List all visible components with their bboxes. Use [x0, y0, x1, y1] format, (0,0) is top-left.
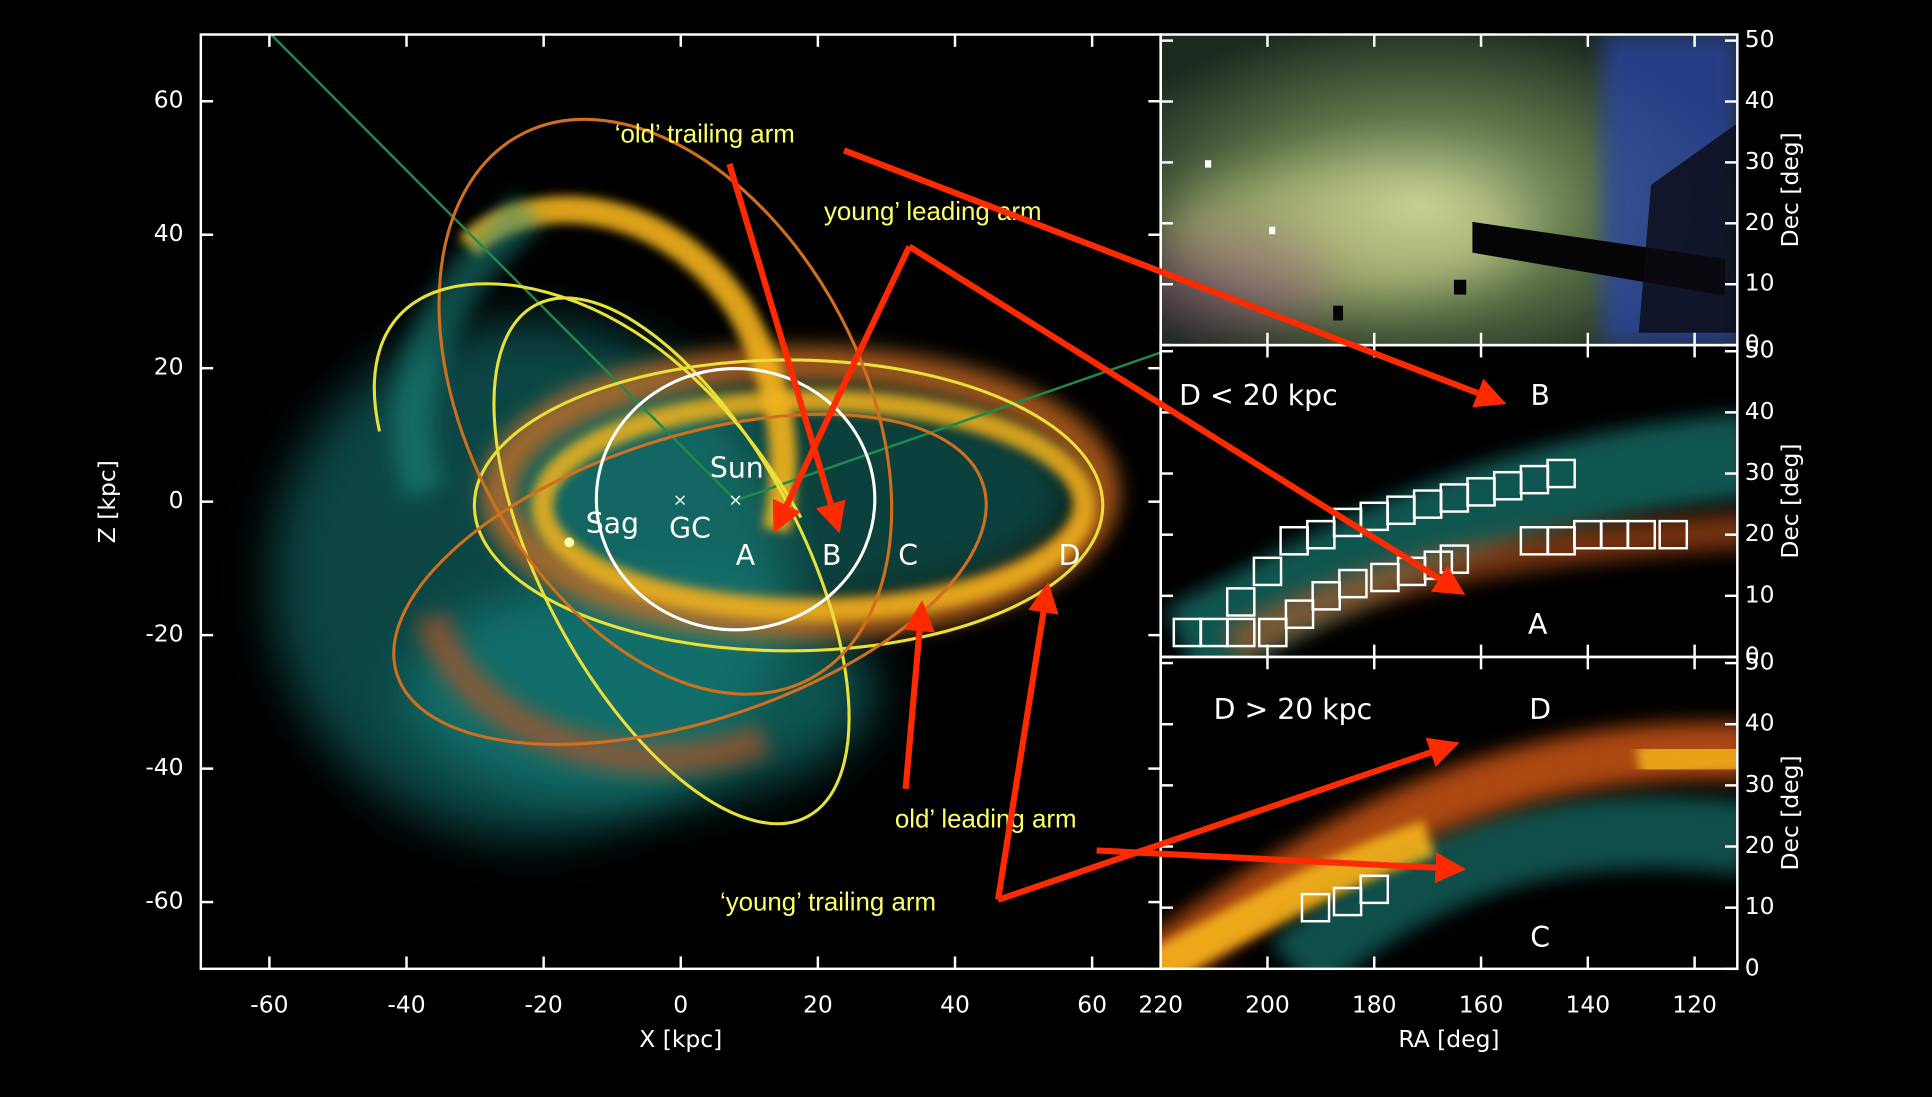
x-tick-label: -20 — [525, 990, 563, 1018]
label: D — [1059, 539, 1081, 572]
x-tick-label: 0 — [673, 990, 688, 1018]
x-tick-label: 200 — [1245, 990, 1290, 1018]
label: Sag — [586, 507, 639, 540]
y-tick-label: 30 — [1745, 458, 1775, 486]
y-tick-label: 50 — [1745, 648, 1775, 676]
label: B — [822, 539, 841, 572]
x-tick-label: 20 — [803, 990, 833, 1018]
y-tick-label: 0 — [169, 486, 184, 514]
y-axis-label: Z [kpc] — [93, 460, 121, 543]
mask — [1333, 306, 1343, 321]
star — [1205, 160, 1211, 167]
annotation: old’ leading arm — [895, 806, 1077, 834]
label: D < 20 kpc — [1179, 379, 1338, 412]
y-tick-label: 50 — [1745, 25, 1775, 53]
y-tick-label: 60 — [154, 86, 184, 114]
star — [1269, 227, 1275, 234]
y-tick-label: 10 — [1745, 580, 1775, 608]
label: C — [898, 539, 918, 572]
annotation: ‘old’ trailing arm — [615, 120, 795, 148]
y-axis-label: Dec [deg] — [1776, 132, 1804, 247]
x-tick-label: 60 — [1077, 990, 1107, 1018]
x-tick-label: 140 — [1565, 990, 1610, 1018]
x-tick-label: 160 — [1459, 990, 1504, 1018]
label: Sun — [710, 452, 764, 485]
y-axis-label: Dec [deg] — [1776, 755, 1804, 870]
y-tick-label: 50 — [1745, 336, 1775, 364]
y-tick-label: -40 — [145, 753, 183, 781]
figure: × × -60 -40 -20 0 20 40 60 -60 -40 -20 0 20 40 60 X [k… — [0, 0, 1932, 1097]
x-tick-label: 40 — [940, 990, 970, 1018]
y-tick-label: 10 — [1745, 892, 1775, 920]
y-axis-label: Dec [deg] — [1776, 443, 1804, 558]
y-tick-label: 20 — [154, 353, 184, 381]
annotation: ‘young’ trailing arm — [720, 888, 936, 916]
y-tick-label: 40 — [1745, 86, 1775, 114]
x-tick-label: -60 — [250, 990, 288, 1018]
x-tick-label: 180 — [1352, 990, 1397, 1018]
y-tick-label: 20 — [1745, 208, 1775, 236]
x-tick-label: 220 — [1138, 990, 1183, 1018]
label: C — [1530, 921, 1550, 954]
label: D — [1529, 693, 1551, 726]
label: A — [736, 539, 756, 572]
mask — [1454, 280, 1466, 295]
x-tick-label: -40 — [387, 990, 425, 1018]
y-tick-label: 40 — [1745, 397, 1775, 425]
label: B — [1530, 379, 1549, 412]
label: A — [1528, 608, 1548, 641]
arrow — [906, 606, 922, 788]
x-axis-label: RA [deg] — [1398, 1025, 1499, 1053]
sun-marker: × — [728, 490, 742, 510]
x-tick-label: 120 — [1672, 990, 1717, 1018]
y-tick-label: 30 — [1745, 147, 1775, 175]
y-tick-label: 0 — [1745, 953, 1760, 981]
y-tick-label: 20 — [1745, 831, 1775, 859]
x-axis-label: X [kpc] — [639, 1025, 722, 1053]
y-tick-label: -60 — [145, 887, 183, 915]
panel-3-art — [1146, 751, 1750, 974]
sag-core — [564, 537, 574, 547]
y-tick-label: -20 — [145, 620, 183, 648]
gc-marker: × — [673, 490, 687, 510]
y-tick-label: 10 — [1745, 269, 1775, 297]
label: D > 20 kpc — [1214, 693, 1373, 726]
y-tick-label: 40 — [1745, 709, 1775, 737]
stream — [1639, 754, 1750, 764]
y-tick-label: 30 — [1745, 770, 1775, 798]
y-tick-label: 20 — [1745, 519, 1775, 547]
label: GC — [669, 512, 711, 545]
arrow — [998, 588, 1047, 900]
y-tick-label: 40 — [154, 219, 184, 247]
